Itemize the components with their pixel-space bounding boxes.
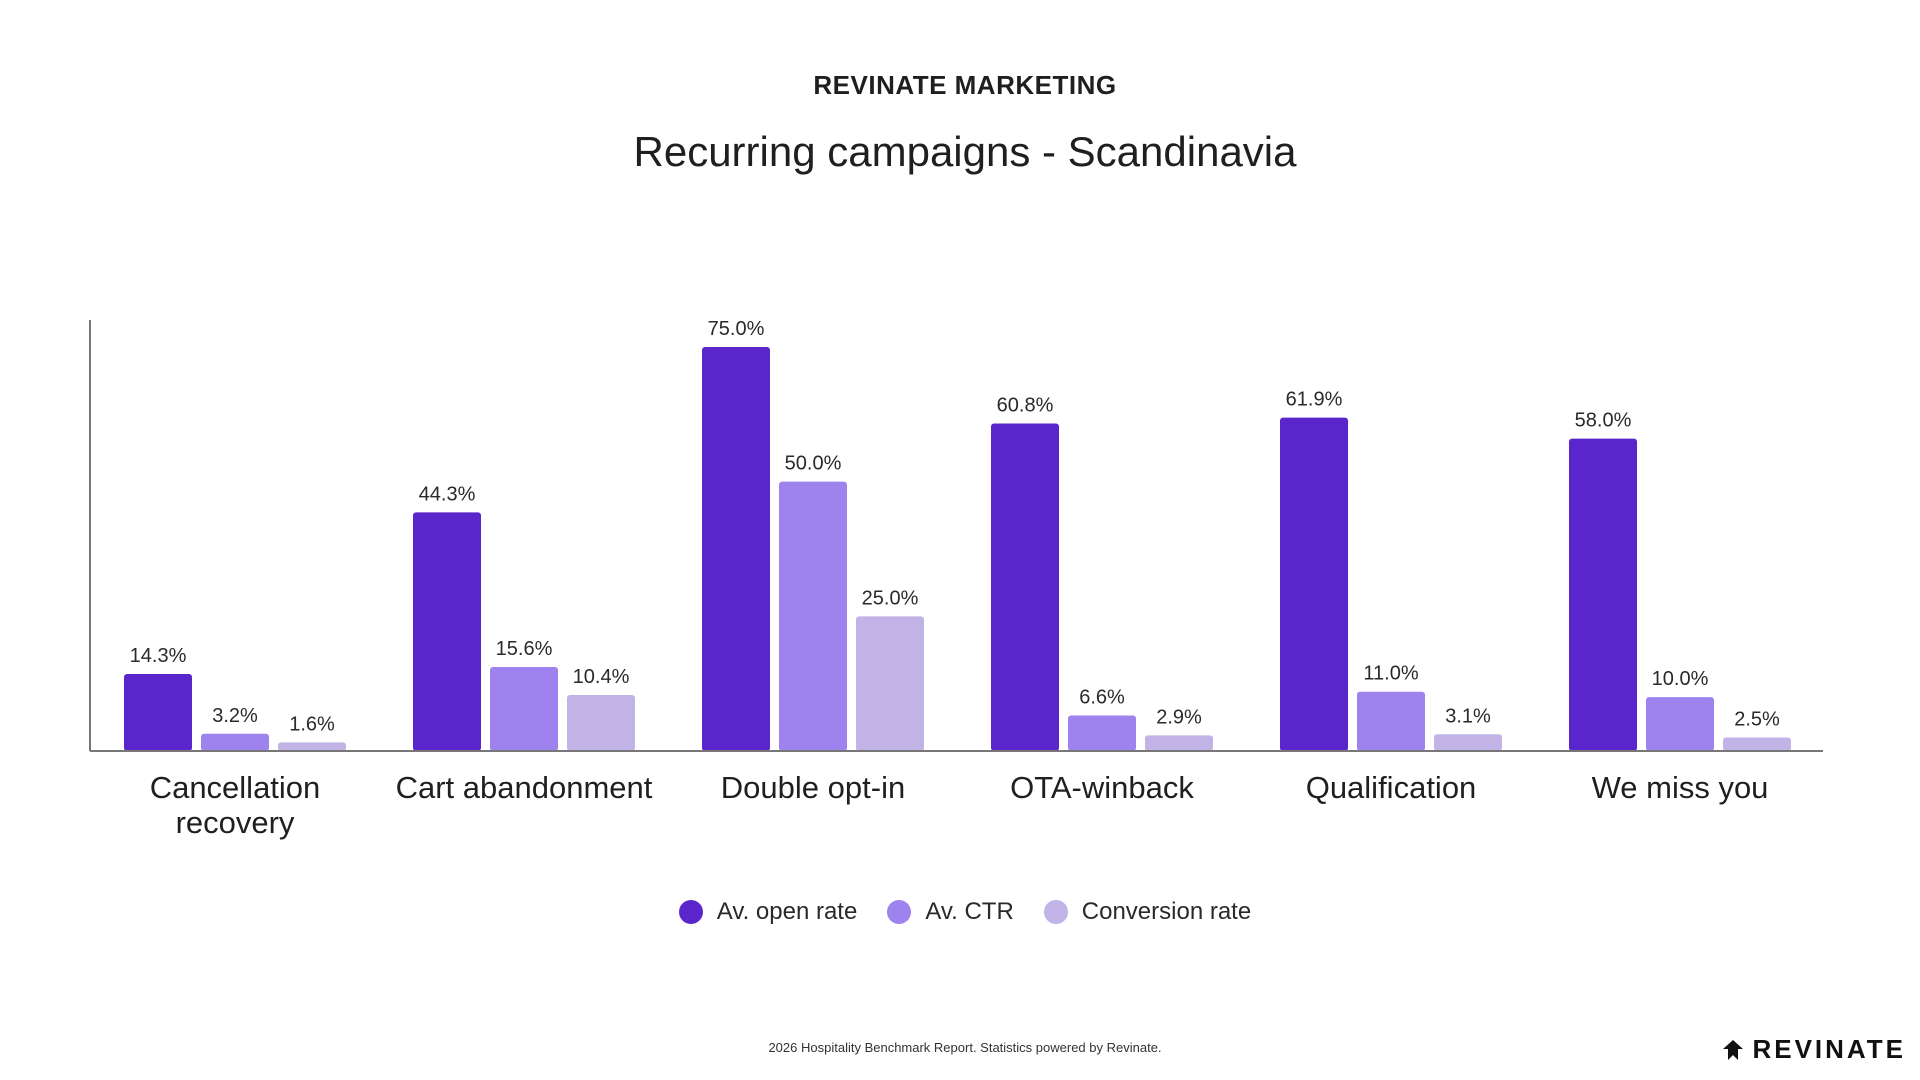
data-label: 14.3% <box>130 645 187 667</box>
bar[interactable] <box>413 512 481 751</box>
footer-note: 2026 Hospitality Benchmark Report. Stati… <box>768 1040 1162 1055</box>
legend-item-conversion-rate[interactable]: Conversion rate <box>1043 898 1252 926</box>
x-tick-label-line: Cart abandonment <box>396 770 653 805</box>
bar[interactable] <box>1646 697 1714 751</box>
x-tick-label: Cancellation recovery <box>150 770 321 840</box>
chart-title: Recurring campaigns - Scandinavia <box>633 128 1297 175</box>
bar[interactable] <box>779 481 847 751</box>
data-label: 61.9% <box>1286 389 1343 411</box>
legend-swatch-ctr <box>887 900 912 924</box>
data-label: 2.5% <box>1734 709 1780 731</box>
chart-legend: Av. open rate Av. CTR Conversion rate <box>0 898 1920 926</box>
legend-label-open-rate: Av. open rate <box>716 898 858 925</box>
data-label: 50.0% <box>785 453 842 475</box>
legend-label-ctr: Av. CTR <box>925 898 1014 925</box>
x-tick-label-line: Qualification <box>1306 770 1477 805</box>
x-tick-label: We miss you <box>1592 770 1769 805</box>
brand-heading: REVINATE MARKETING <box>813 70 1117 100</box>
legend-label-conversion-rate: Conversion rate <box>1081 898 1252 925</box>
data-label: 15.6% <box>496 638 553 660</box>
bar[interactable] <box>1357 691 1425 751</box>
bar[interactable] <box>201 733 269 751</box>
x-tick-label: Cart abandonment <box>396 770 653 805</box>
legend-item-open-rate[interactable]: Av. open rate <box>678 898 858 926</box>
legend-swatch-conversion-rate <box>1043 900 1068 924</box>
bar[interactable] <box>1569 438 1637 751</box>
data-label: 25.0% <box>862 587 919 609</box>
data-label: 44.3% <box>419 483 476 505</box>
data-label: 10.0% <box>1652 668 1709 690</box>
bar[interactable] <box>1068 715 1136 751</box>
legend-item-ctr[interactable]: Av. CTR <box>887 898 1014 926</box>
data-label: 3.2% <box>212 705 258 727</box>
data-label: 75.0% <box>708 318 765 340</box>
revinate-logo: REVINATE <box>1722 1034 1906 1065</box>
x-tick-label-line: OTA-winback <box>1010 770 1194 805</box>
bar[interactable] <box>702 347 770 751</box>
data-label: 58.0% <box>1575 410 1632 432</box>
bar[interactable] <box>1723 737 1791 751</box>
data-label: 1.6% <box>289 713 335 735</box>
data-label: 10.4% <box>573 666 630 688</box>
x-tick-label-line: We miss you <box>1592 770 1769 805</box>
legend-swatch-open-rate <box>678 900 703 924</box>
revinate-logo-icon <box>1723 1039 1744 1060</box>
bar[interactable] <box>124 673 192 751</box>
x-tick-label-line: Cancellation <box>150 770 321 805</box>
logo-wordmark: REVINATE <box>1752 1034 1906 1064</box>
bar[interactable] <box>278 742 346 751</box>
bar[interactable] <box>1434 734 1502 751</box>
x-tick-label-line: recovery <box>176 805 295 840</box>
bar[interactable] <box>567 694 635 751</box>
bar[interactable] <box>991 423 1059 751</box>
x-tick-label: Double opt-in <box>721 770 905 805</box>
data-label: 60.8% <box>997 394 1054 416</box>
bar[interactable] <box>856 616 924 751</box>
x-tick-label: Qualification <box>1306 770 1477 805</box>
data-label: 6.6% <box>1079 686 1125 708</box>
data-label: 11.0% <box>1363 663 1418 685</box>
bar[interactable] <box>1280 417 1348 751</box>
x-tick-label-line: Double opt-in <box>721 770 905 805</box>
data-label: 2.9% <box>1156 706 1202 728</box>
bar[interactable] <box>490 666 558 751</box>
bar[interactable] <box>1145 735 1213 751</box>
x-tick-label: OTA-winback <box>1010 770 1194 805</box>
data-label: 3.1% <box>1445 705 1491 727</box>
